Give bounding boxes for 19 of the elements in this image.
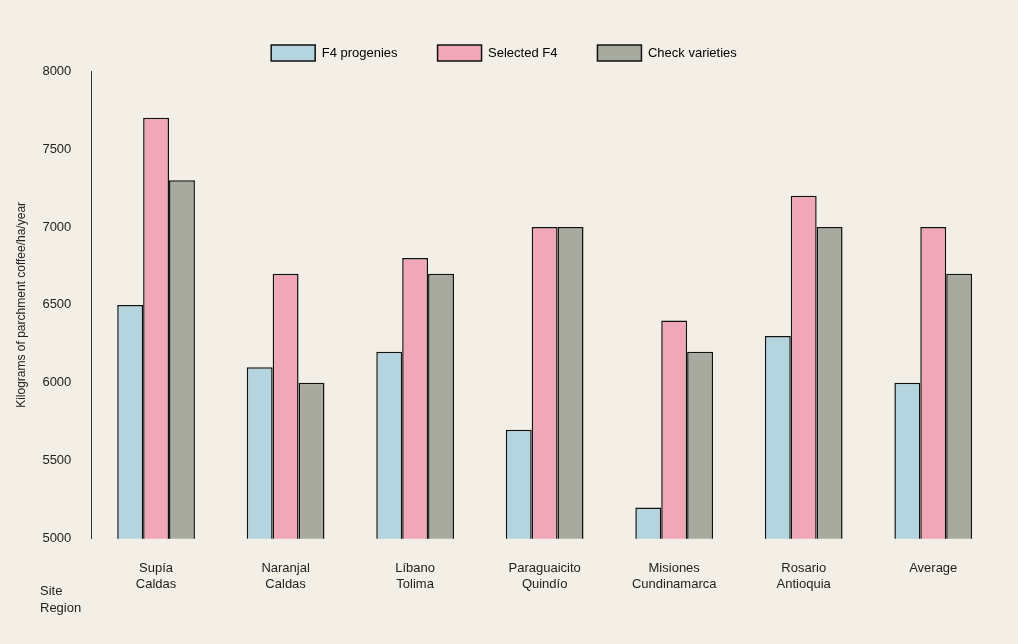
y-tick-label: 6500 xyxy=(42,296,72,312)
y-tick-label: 5000 xyxy=(42,530,72,546)
legend-label: F4 progenies xyxy=(321,44,399,60)
x-tick-label: Average xyxy=(909,560,958,576)
legend-label: Check varieties xyxy=(647,44,738,60)
x-tick-label: Paraguaicito Quindío xyxy=(508,560,581,591)
y-tick-label: 8000 xyxy=(42,62,72,78)
y-axis-title: Kilograms of parchment coffee/ha/year xyxy=(13,201,28,408)
x-tick-label: Líbano Tolima xyxy=(395,560,436,591)
y-tick-label: 7000 xyxy=(42,218,72,234)
text: Site Region xyxy=(40,582,82,616)
legend-label: Selected F4 xyxy=(488,44,558,60)
y-tick-label: 6000 xyxy=(42,374,72,390)
x-tick-label: Misiones Cundinamarca xyxy=(631,560,718,591)
x-tick-label: Supía Caldas xyxy=(135,560,177,591)
y-tick-label: 5500 xyxy=(42,452,72,468)
x-tick-label: Naranjal Caldas xyxy=(261,560,310,591)
x-tick-label: Rosario Antioquia xyxy=(776,560,832,591)
y-tick-label: 7500 xyxy=(42,140,72,156)
